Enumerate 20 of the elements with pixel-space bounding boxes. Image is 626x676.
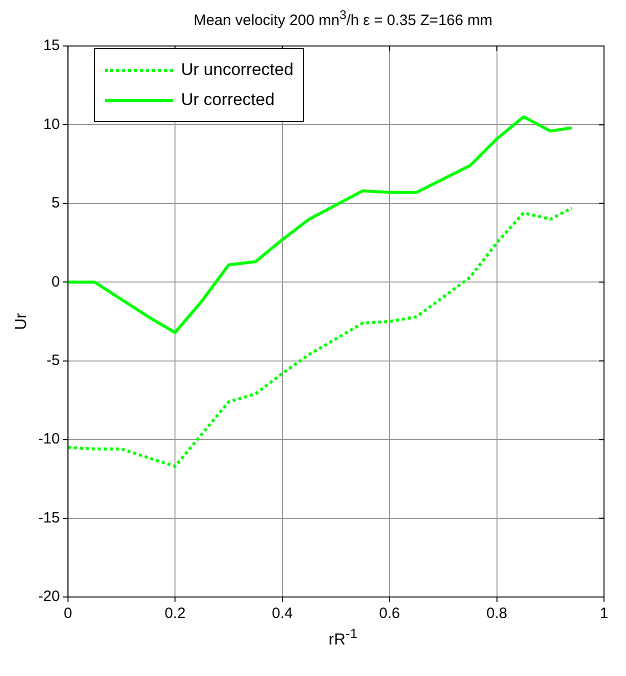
x-tick-label: 0.4 xyxy=(272,605,293,622)
x-axis-title: rR$^{-1}$ xyxy=(328,626,358,650)
x-tick-label: 0.6 xyxy=(379,605,400,622)
chart-title: Mean velocity 200 mn$^{3}$/h ε = 0.35 Z=166 mm xyxy=(192,8,494,31)
x-tick-label: 0 xyxy=(64,605,72,622)
y-tick-label: -10 xyxy=(38,430,60,448)
y-tick-label: 15 xyxy=(43,37,60,54)
y-tick-label: 5 xyxy=(52,194,60,212)
legend-label: Ur corrected xyxy=(181,90,275,110)
y-tick-label: -20 xyxy=(38,588,60,606)
y-axis-title: Ur xyxy=(13,312,30,330)
x-tick-label: 0.2 xyxy=(164,605,186,622)
x-tick-label: 0.8 xyxy=(486,605,508,622)
y-tick-label: -5 xyxy=(46,352,60,369)
line-series xyxy=(68,206,574,468)
legend-label: Ur uncorrected xyxy=(181,60,294,80)
x-tick-label: 1 xyxy=(600,605,608,622)
y-tick-label: 0 xyxy=(52,273,60,290)
y-tick-label: 10 xyxy=(43,116,60,133)
y-tick-label: -15 xyxy=(38,509,60,526)
